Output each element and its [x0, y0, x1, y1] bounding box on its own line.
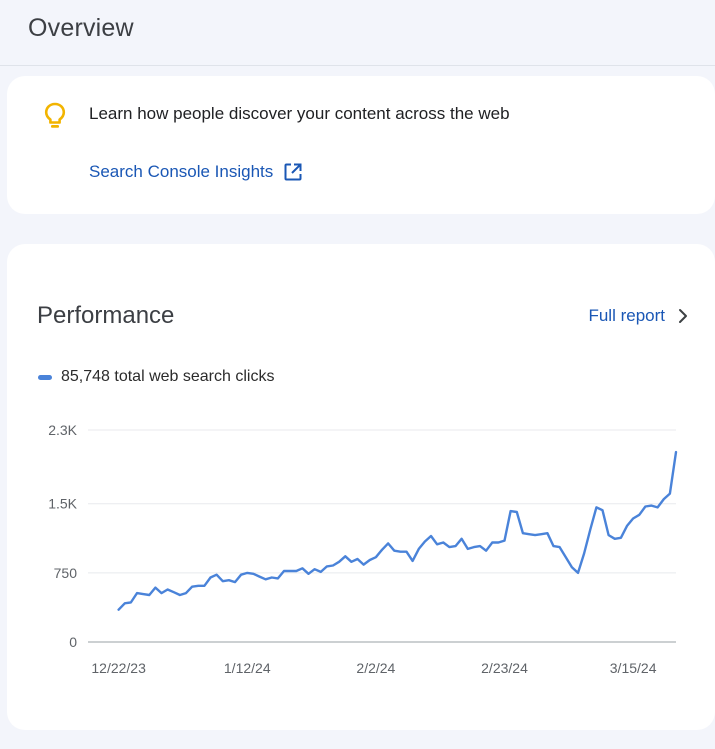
- page-title: Overview: [28, 14, 134, 42]
- series-line-clicks: [117, 450, 678, 611]
- insights-card: Learn how people discover your content a…: [7, 76, 715, 214]
- x-tick-label: 2/23/24: [481, 660, 528, 676]
- performance-title: Performance: [37, 302, 175, 329]
- x-tick-label: 12/22/23: [91, 660, 146, 676]
- lightbulb-icon: [44, 102, 66, 128]
- full-report-link[interactable]: Full report: [588, 306, 689, 326]
- insights-link-label: Search Console Insights: [89, 162, 274, 181]
- x-tick-label: 3/15/24: [610, 660, 657, 676]
- y-tick-label: 750: [54, 565, 78, 581]
- performance-card: Performance Full report 85,748 total web…: [7, 244, 715, 730]
- y-tick-label: 0: [69, 634, 77, 650]
- y-tick-label: 2.3K: [48, 422, 77, 438]
- legend-swatch: [38, 374, 52, 380]
- legend-label: 85,748 total web search clicks: [61, 368, 275, 385]
- insights-message: Learn how people discover your content a…: [89, 104, 510, 123]
- full-report-label: Full report: [588, 306, 665, 325]
- chevron-right-icon: [679, 309, 687, 323]
- x-tick-label: 2/2/24: [356, 660, 395, 676]
- x-tick-label: 1/12/24: [224, 660, 271, 676]
- y-tick-label: 1.5K: [48, 496, 77, 512]
- search-console-insights-link[interactable]: Search Console Insights: [89, 162, 303, 182]
- chart-legend: 85,748 total web search clicks: [38, 368, 274, 386]
- open-in-new-icon: [284, 163, 302, 181]
- app-header: Overview: [0, 0, 715, 66]
- clicks-line-chart: 0 750 1.5K 2.3K 12/22/23 1/12/24 2/2/24 2/23/24…: [48, 422, 678, 676]
